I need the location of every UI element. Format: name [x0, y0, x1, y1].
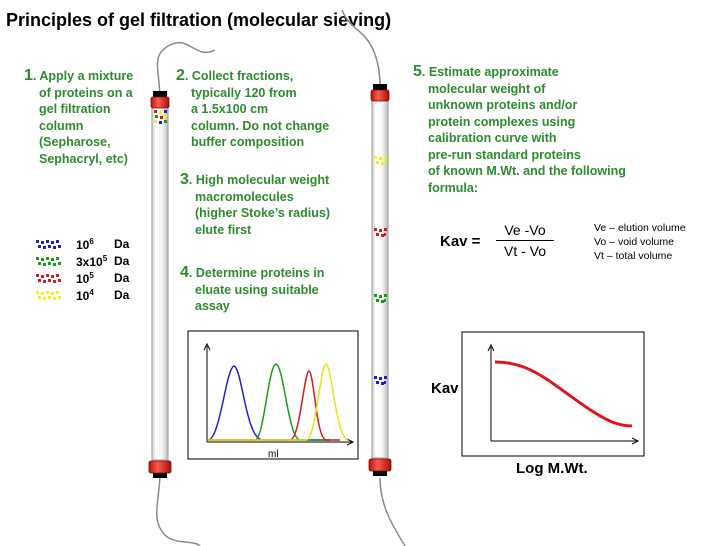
- band-blue-1e6: [374, 376, 387, 385]
- step-4-text: 4. Determine proteins in eluate using su…: [180, 264, 325, 313]
- page-title: Principles of gel filtration (molecular …: [6, 10, 392, 30]
- calibration-plot: [461, 331, 645, 457]
- left-column-tubing: [155, 42, 216, 546]
- right-column-tubing: [341, 9, 406, 546]
- left-column-bottom-cap: [148, 460, 172, 478]
- calibration-curve: [494, 360, 633, 428]
- band-green-3e5: [374, 294, 387, 303]
- right-column-top-cap: [370, 84, 390, 102]
- elution-plot-x-arrow: [346, 438, 355, 446]
- definition-vt: Vt – total volume: [594, 250, 673, 262]
- peak-green: [208, 363, 330, 441]
- elution-plot-xlabel: ml: [268, 449, 279, 460]
- step-3-text: 3. High molecular weight macromolecules …: [180, 171, 330, 237]
- legend-dots-blue: [36, 240, 61, 249]
- elution-plot: [187, 330, 359, 460]
- legend-dots-red: [36, 274, 61, 283]
- step-2-text: 2. Collect fractions, typically 120 from…: [176, 67, 330, 149]
- step-5-text: 5. Estimate approximate molecular weight…: [413, 63, 626, 195]
- step-1-text: 1. Apply a mixture of proteins on a gel …: [24, 67, 134, 166]
- definition-ve: Ve – elution volume: [594, 222, 686, 234]
- legend-dots-yellow: [36, 291, 61, 300]
- calibration-plot-xlabel: Log M.Wt.: [516, 460, 588, 477]
- left-gel-column: [151, 103, 169, 461]
- peak-yellow: [208, 363, 349, 441]
- peak-red: [208, 370, 340, 441]
- band-red-1e5: [374, 228, 387, 237]
- formula-definitions: Ve – elution volume Vo – void volume Vt …: [594, 221, 686, 263]
- formula-fraction: Ve -Vo Vt - Vo: [496, 222, 554, 259]
- calibration-plot-x-arrow: [631, 437, 640, 445]
- right-column-bottom-cap: [368, 458, 392, 476]
- band-yellow-1e4: [374, 156, 387, 165]
- elution-plot-y-arrow: [203, 342, 211, 351]
- left-column-top-cap: [150, 91, 170, 109]
- calibration-plot-ylabel: Kav: [431, 380, 459, 397]
- fraction-bar: [496, 240, 554, 241]
- calibration-plot-y-arrow: [487, 343, 495, 352]
- peak-blue: [207, 365, 330, 441]
- left-column-sample-band: [154, 110, 167, 124]
- definition-vo: Vo – void volume: [594, 236, 674, 248]
- legend-dots-green: [36, 257, 61, 266]
- formula-lhs: Kav =: [440, 233, 481, 250]
- right-gel-column: [371, 99, 389, 459]
- formula-denominator: Vt - Vo: [503, 243, 547, 259]
- formula-numerator: Ve -Vo: [504, 222, 546, 238]
